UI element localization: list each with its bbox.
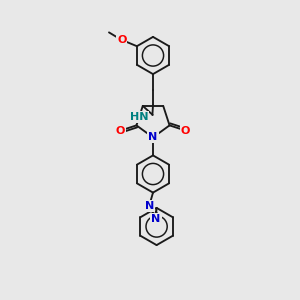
Text: N: N bbox=[145, 201, 154, 211]
Text: N: N bbox=[152, 214, 160, 224]
Text: O: O bbox=[117, 34, 127, 45]
Text: N: N bbox=[148, 132, 158, 142]
Text: O: O bbox=[181, 126, 190, 136]
Text: HN: HN bbox=[130, 112, 148, 122]
Text: O: O bbox=[116, 126, 125, 136]
